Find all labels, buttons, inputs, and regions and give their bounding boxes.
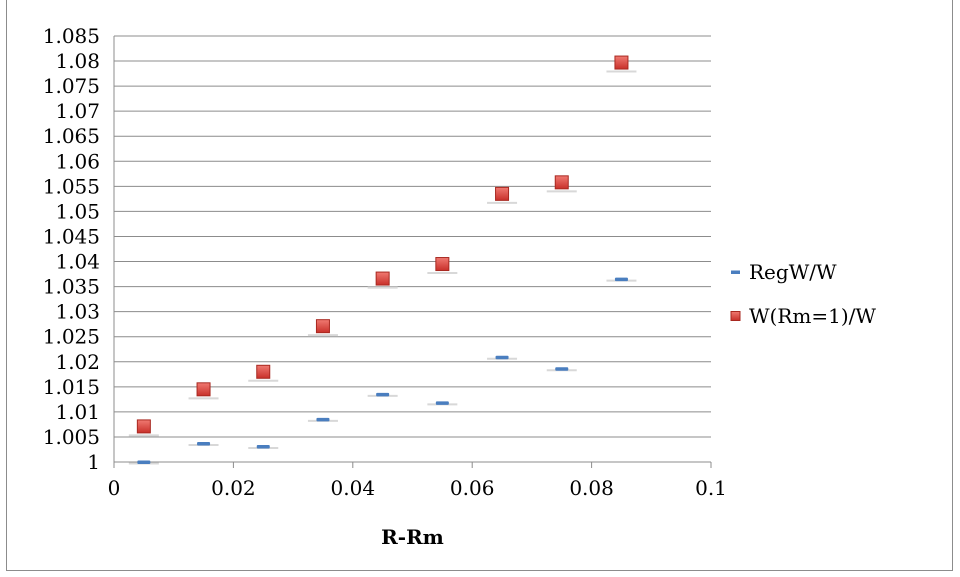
legend-label: W(Rm=1)/W: [749, 304, 876, 328]
y-tick-label: 1.005: [43, 425, 100, 449]
chart-frame: [6, 0, 953, 571]
x-axis-tick-labels: 0 0.02 0.04 0.06 0.08 0.1: [108, 476, 727, 500]
x-tick-label: 0.02: [211, 476, 256, 500]
x-tick-label: 0: [108, 476, 121, 500]
y-tick-label: 1.015: [43, 375, 100, 399]
data-point: [256, 444, 270, 449]
data-point: [196, 382, 211, 397]
x-axis-title: R-Rm: [381, 525, 444, 549]
y-tick-label: 1.06: [55, 149, 100, 173]
y-axis-tick-labels: 11.0051.011.0151.021.0251.031.0351.041.0…: [43, 24, 100, 474]
gridlines: [114, 35, 711, 438]
data-point: [435, 401, 449, 405]
data-point: [614, 277, 628, 282]
data-point: [197, 441, 211, 446]
series-2: [128, 55, 637, 437]
legend-label: RegW/W: [749, 260, 837, 284]
data-point: [435, 257, 450, 272]
y-tick-label: 1.04: [55, 250, 100, 274]
y-tick-label: 1.08: [55, 49, 100, 73]
y-tick-label: 1.02: [55, 350, 100, 374]
y-tick-label: 1.03: [55, 300, 100, 324]
y-tick-label: 1.085: [43, 24, 100, 48]
x-tick-label: 0.08: [569, 476, 614, 500]
data-point: [137, 460, 151, 464]
data-point: [554, 175, 569, 190]
legend-marker: [731, 270, 740, 274]
data-point: [316, 417, 330, 422]
axes: [113, 36, 712, 468]
x-tick-label: 0.1: [695, 476, 727, 500]
y-tick-label: 1.065: [43, 124, 100, 148]
data-point: [256, 364, 271, 379]
data-point: [614, 55, 629, 70]
y-tick-label: 1.025: [43, 325, 100, 349]
x-tick-label: 0.04: [331, 476, 376, 500]
y-tick-label: 1: [87, 450, 100, 474]
y-tick-label: 1.075: [43, 74, 100, 98]
y-tick-label: 1.07: [55, 99, 100, 123]
data-point: [495, 186, 510, 201]
data-point: [136, 419, 151, 434]
x-tick-label: 0.06: [450, 476, 495, 500]
data-point: [376, 392, 390, 397]
legend: RegW/W W(Rm=1)/W: [730, 260, 876, 328]
data-point: [555, 367, 569, 371]
series-1: [128, 277, 637, 465]
legend-marker: [730, 311, 741, 321]
data-point: [495, 355, 509, 360]
y-tick-label: 1.035: [43, 275, 100, 299]
data-point: [315, 319, 330, 334]
plot-series: [128, 55, 637, 465]
y-tick-label: 1.045: [43, 224, 100, 248]
y-tick-label: 1.01: [55, 400, 100, 424]
y-tick-label: 1.055: [43, 174, 100, 198]
data-point: [375, 271, 390, 286]
y-tick-label: 1.05: [55, 199, 100, 223]
